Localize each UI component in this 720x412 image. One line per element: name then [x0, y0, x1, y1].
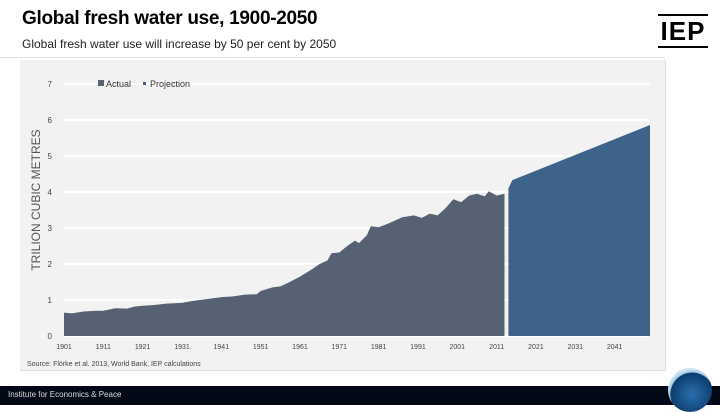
x-tick-label: 1991 — [410, 344, 426, 351]
legend-swatch-actual — [98, 80, 104, 86]
x-tick-label: 1981 — [371, 344, 387, 351]
area-series-projection — [508, 125, 650, 336]
y-axis-label: TRILION CUBIC METRES — [29, 129, 43, 270]
x-tick-label: 1921 — [135, 344, 151, 351]
x-tick-label: 1971 — [332, 344, 348, 351]
globe-icon — [668, 368, 712, 412]
x-tick-label: 1931 — [174, 344, 190, 351]
page-subtitle: Global fresh water use will increase by … — [22, 37, 337, 51]
x-tick-label: 2001 — [449, 344, 465, 351]
y-tick-label: 4 — [48, 188, 53, 197]
x-tick-label: 1961 — [292, 344, 308, 351]
y-tick-label: 7 — [48, 80, 53, 89]
y-tick-label: 5 — [48, 152, 53, 161]
source-note: Source: Flörke et al. 2013, World Bank, … — [27, 361, 201, 368]
x-tick-label: 2041 — [607, 344, 623, 351]
legend-label-actual: Actual — [106, 79, 131, 89]
x-tick-label: 1941 — [214, 344, 230, 351]
divider — [0, 57, 665, 58]
x-tick-label: 2031 — [567, 344, 583, 351]
legend-label-projection: Projection — [150, 79, 190, 89]
x-tick-label: 2011 — [489, 344, 504, 351]
iep-logo: IEP — [658, 14, 708, 48]
x-tick-label: 2021 — [528, 344, 544, 351]
y-tick-label: 2 — [48, 260, 53, 269]
footer-bar: Institute for Economics & Peace — [0, 386, 720, 405]
y-tick-label: 1 — [48, 296, 53, 305]
footer-text: Institute for Economics & Peace — [8, 390, 122, 399]
y-tick-label: 6 — [48, 116, 53, 125]
x-tick-label: 1901 — [56, 344, 72, 351]
x-tick-label: 1951 — [253, 344, 269, 351]
x-tick-label: 1911 — [96, 344, 111, 351]
y-tick-label: 0 — [48, 332, 53, 341]
page-title: Global fresh water use, 1900-2050 — [22, 8, 318, 29]
legend-swatch-projection — [143, 82, 146, 85]
y-tick-label: 3 — [48, 224, 53, 233]
area-series-actual — [64, 191, 505, 336]
